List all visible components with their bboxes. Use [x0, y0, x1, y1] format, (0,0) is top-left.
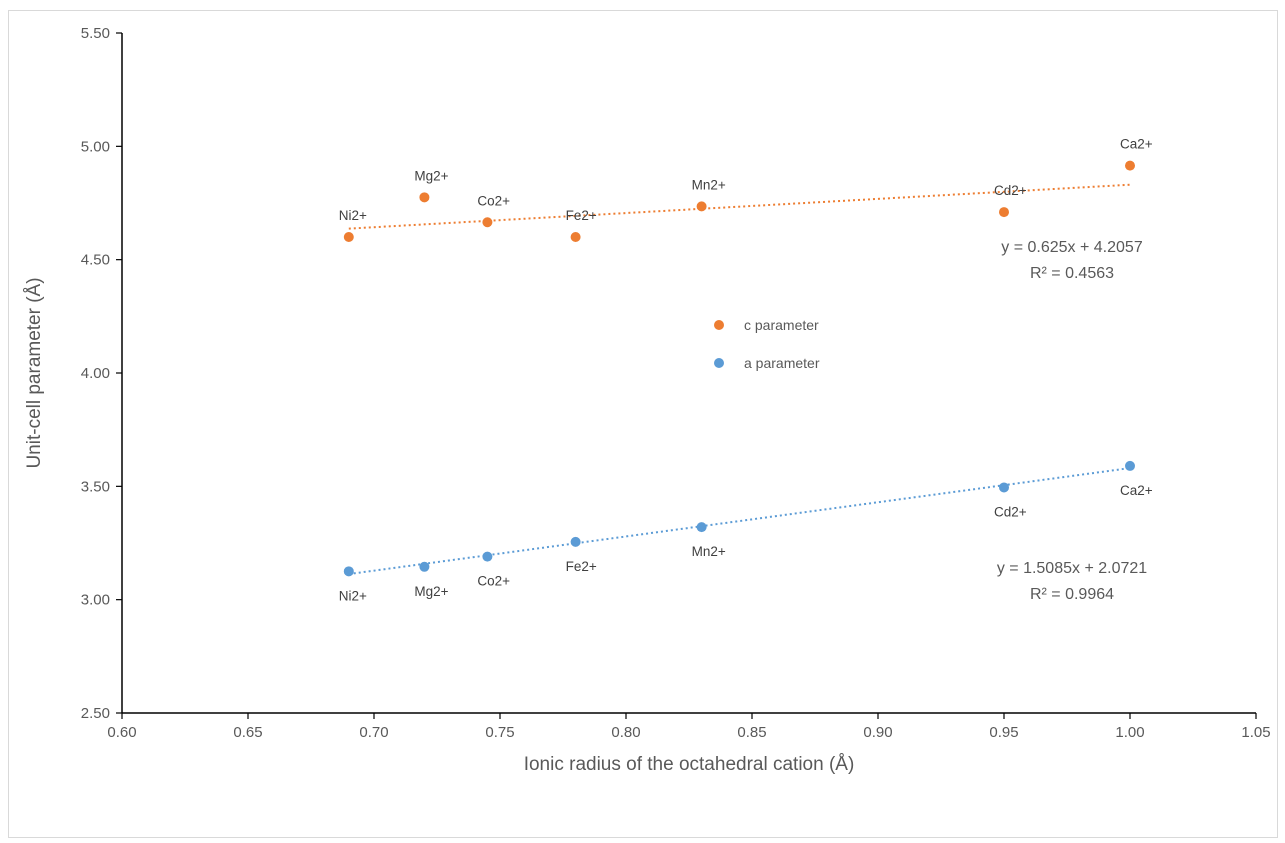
x-tick-label: 0.75	[485, 724, 514, 741]
data-label: Cd2+	[994, 504, 1027, 519]
x-tick-label: 0.85	[737, 724, 766, 741]
data-label: Mn2+	[692, 177, 726, 192]
data-point	[999, 207, 1009, 218]
data-label: Ni2+	[339, 208, 367, 223]
data-point	[343, 232, 354, 242]
trendline-r2: R² = 0.4563	[1030, 265, 1114, 282]
legend-marker	[714, 358, 724, 368]
data-label: Mg2+	[414, 168, 448, 183]
trendline-r2: R² = 0.9964	[1030, 586, 1114, 603]
x-tick-label: 0.70	[359, 724, 388, 741]
x-tick-label: 1.05	[1241, 724, 1270, 741]
data-label: Mn2+	[692, 544, 726, 559]
legend-marker	[714, 320, 724, 330]
data-point	[419, 561, 430, 572]
data-point	[1125, 460, 1135, 471]
data-label: Mg2+	[414, 584, 448, 599]
x-tick-label: 0.65	[233, 724, 262, 741]
x-tick-label: 0.90	[863, 724, 892, 741]
x-tick-label: 0.95	[989, 724, 1018, 741]
point-labels: Ni2+ Mg2+ Co2+ Fe2+ Mn2+ Cd2+ Ca2+ Ni2+ Mg2+ Co2+…	[339, 137, 1153, 604]
ticks: 0.60 0.65 0.70 0.75 0.80 0.85 0.90 0.95 1.00 1.05…	[81, 25, 1271, 741]
x-axis-title: Ionic radius of the octahedral cation (Å…	[524, 754, 855, 775]
legend-label: c parameter	[744, 317, 819, 333]
data-point	[419, 192, 430, 203]
legend: c parameter a parameter	[714, 317, 820, 371]
trendline-c	[348, 183, 1131, 230]
data-label: Co2+	[477, 193, 510, 208]
data-point	[343, 566, 354, 577]
y-tick-label: 3.50	[81, 478, 110, 495]
y-tick-label: 5.00	[81, 138, 110, 155]
trendline-equation: y = 0.625x + 4.2057	[1001, 239, 1143, 256]
data-label: Co2+	[477, 574, 510, 589]
data-label: Cd2+	[994, 183, 1027, 198]
data-points	[343, 160, 1135, 577]
data-point	[696, 201, 707, 212]
x-tick-label: 1.00	[1115, 724, 1144, 741]
data-label: Fe2+	[566, 208, 597, 223]
trendline-equation: y = 1.5085x + 2.0721	[997, 560, 1147, 577]
data-point	[482, 217, 493, 228]
data-label: Ca2+	[1120, 137, 1153, 152]
data-point	[1125, 160, 1135, 171]
y-tick-label: 5.50	[81, 25, 110, 42]
chart-frame	[8, 10, 1278, 838]
x-tick-label: 0.60	[107, 724, 136, 741]
trendline-equations: y = 0.625x + 4.2057 R² = 0.4563 y = 1.5085…	[997, 239, 1147, 603]
y-tick-label: 4.50	[81, 252, 110, 269]
data-point	[570, 232, 581, 242]
x-tick-label: 0.80	[611, 724, 640, 741]
data-label: Ni2+	[339, 588, 367, 603]
y-tick-label: 3.00	[81, 592, 110, 609]
y-tick-label: 4.00	[81, 365, 110, 382]
trendline-a	[348, 467, 1131, 576]
data-point	[999, 482, 1009, 493]
legend-label: a parameter	[744, 355, 820, 371]
data-label: Fe2+	[566, 559, 597, 574]
axes	[121, 33, 1256, 714]
y-tick-label: 2.50	[81, 705, 110, 722]
y-axis-title: Unit-cell parameter (Å)	[24, 277, 45, 468]
data-point	[696, 522, 707, 533]
data-label: Ca2+	[1120, 483, 1153, 498]
data-point	[482, 551, 493, 562]
data-point	[570, 536, 581, 547]
